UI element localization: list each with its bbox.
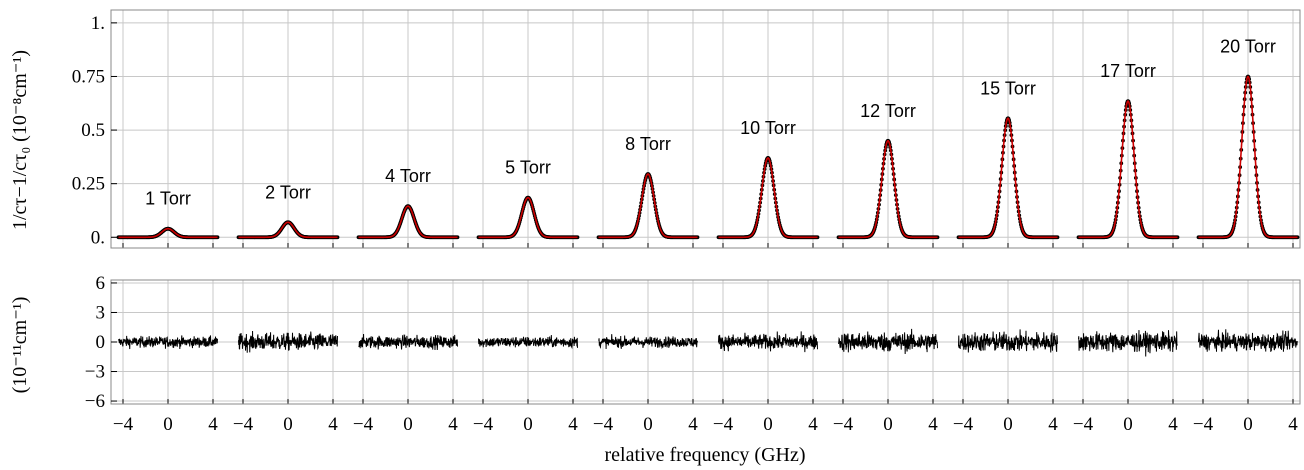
x-tick-label: 4 — [928, 414, 938, 435]
top-y-tick-label: 0. — [91, 227, 105, 248]
residual-trace-8-Torr — [598, 334, 698, 350]
x-tick-label: 4 — [688, 414, 698, 435]
series-label: 5 Torr — [505, 158, 551, 178]
bottom-y-tick-labels: −6 −3 0 3 6 — [85, 273, 105, 412]
residual-trace-17-Torr — [1078, 330, 1178, 357]
top-y-tick-label: 0.75 — [72, 66, 105, 87]
residual-trace-4-Torr — [358, 333, 458, 351]
x-tick-label: −4 — [473, 414, 494, 435]
peak-labels: 1 Torr 2 Torr 4 Torr 5 Torr 8 Torr 10 Torr 12 … — [145, 36, 1276, 208]
residual-trace-15-Torr — [958, 329, 1058, 353]
x-tick-label: −4 — [953, 414, 974, 435]
fit-line-12-Torr — [838, 139, 938, 239]
fit-line-17-Torr — [1078, 100, 1178, 239]
series-label: 1 Torr — [145, 189, 191, 209]
fit-line-4-Torr — [358, 205, 458, 239]
bottom-y-tick-label: −6 — [85, 391, 105, 412]
bottom-y-tick-label: 6 — [96, 273, 106, 294]
bottom-y-tick-label: 3 — [96, 302, 106, 323]
x-tick-label: 4 — [448, 414, 458, 435]
x-tick-label: 4 — [1048, 414, 1058, 435]
x-tick-label: 4 — [1288, 414, 1298, 435]
residual-trace-10-Torr — [718, 331, 818, 353]
top-y-tick-label: 0.25 — [72, 174, 105, 195]
residual-trace-1-Torr — [118, 335, 218, 350]
top-frame — [110, 9, 1301, 249]
residual-trace-12-Torr — [838, 328, 938, 355]
x-tick-label: −4 — [233, 414, 254, 435]
x-tick-label: 0 — [523, 414, 533, 435]
bottom-plot-area — [118, 328, 1298, 357]
top-plot-area — [116, 74, 1300, 240]
fit-line-10-Torr — [718, 157, 818, 239]
top-y-tick-label: 1. — [91, 13, 105, 34]
x-tick-label: −4 — [713, 414, 734, 435]
series-label: 8 Torr — [625, 134, 671, 154]
x-tick-label: 4 — [1168, 414, 1178, 435]
fit-line-8-Torr — [598, 173, 698, 239]
fit-line-20-Torr — [1198, 75, 1298, 239]
bottom-y-axis-label: (10⁻¹¹cm⁻¹) — [9, 297, 31, 394]
fit-line-1-Torr — [118, 227, 218, 239]
x-tick-label: 0 — [1003, 414, 1013, 435]
series-label: 2 Torr — [265, 182, 311, 202]
series-label: 20 Torr — [1220, 36, 1276, 56]
x-tick-label: 4 — [568, 414, 578, 435]
x-tick-label: −4 — [113, 414, 134, 435]
top-y-axis-label: 1/cτ−1/cτ₀ (10⁻⁸cm⁻¹) — [9, 50, 31, 230]
x-tick-labels: −4 0 4 −4 0 4 −4 0 4 −4 0 4 −4 0 4 −4 0 4 −4 0 4 −4 0 4 −4 0 4 −4 0 4 — [113, 414, 1298, 435]
top-y-tick-label: 0.5 — [81, 120, 105, 141]
top-grid — [111, 10, 1300, 248]
x-tick-label: 0 — [1123, 414, 1133, 435]
bottom-y-tick-label: −3 — [85, 362, 105, 383]
x-tick-label: 0 — [643, 414, 653, 435]
x-tick-label: 4 — [808, 414, 818, 435]
x-tick-label: 4 — [208, 414, 218, 435]
x-tick-label: −4 — [353, 414, 374, 435]
x-tick-label: 0 — [403, 414, 413, 435]
data-points-5-Torr — [476, 195, 580, 240]
series-label: 15 Torr — [980, 78, 1036, 98]
series-label: 12 Torr — [860, 101, 916, 121]
residual-trace-20-Torr — [1198, 329, 1298, 352]
series-label: 10 Torr — [740, 118, 796, 138]
top-y-tick-labels: 0. 0.25 0.5 0.75 1. — [72, 13, 105, 248]
x-tick-label: −4 — [593, 414, 614, 435]
x-tick-label: 4 — [328, 414, 338, 435]
series-label: 4 Torr — [385, 166, 431, 186]
x-axis-label: relative frequency (GHz) — [605, 444, 806, 466]
x-tick-label: 0 — [1243, 414, 1253, 435]
series-label: 17 Torr — [1100, 61, 1156, 81]
residual-trace-5-Torr — [478, 335, 578, 350]
x-tick-label: −4 — [833, 414, 854, 435]
fit-line-2-Torr — [238, 221, 338, 239]
x-tick-label: −4 — [1073, 414, 1094, 435]
x-tick-label: 0 — [283, 414, 293, 435]
axes — [110, 9, 1301, 405]
bottom-y-tick-label: 0 — [96, 332, 106, 353]
x-tick-label: 0 — [163, 414, 173, 435]
x-tick-label: −4 — [1193, 414, 1214, 435]
residual-trace-2-Torr — [238, 331, 338, 353]
fit-line-15-Torr — [958, 117, 1058, 239]
fit-line-5-Torr — [478, 196, 578, 239]
x-tick-label: 0 — [763, 414, 773, 435]
x-tick-label: 0 — [883, 414, 893, 435]
